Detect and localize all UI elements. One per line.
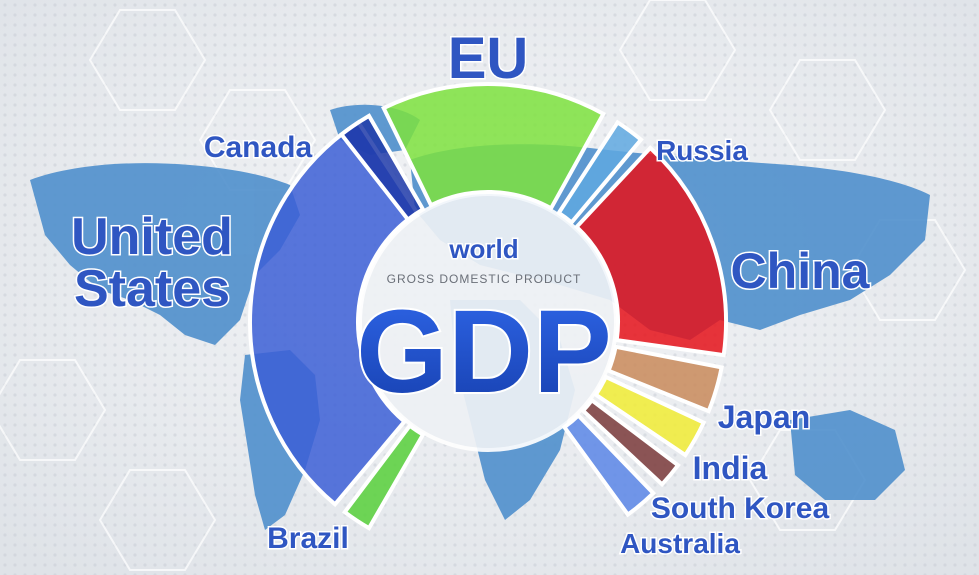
gdp-segments [248, 82, 728, 531]
label-japan: Japan [718, 399, 810, 435]
center-gdp-text: GDP [356, 286, 612, 418]
country-labels: United States EU Canada Russia China Japan Indi… [70, 25, 873, 561]
center-subtitle: GROSS DOMESTIC PRODUCT [387, 272, 582, 286]
label-china: China [731, 243, 871, 299]
label-south-korea: South Korea [651, 492, 830, 525]
label-eu: EU [448, 26, 529, 91]
label-russia: Russia [656, 135, 748, 166]
center-world-text: world [448, 234, 518, 264]
label-united-states: United States [71, 208, 233, 318]
center-disc [358, 192, 618, 452]
label-brazil: Brazil [267, 522, 349, 555]
label-india: India [693, 450, 768, 486]
label-canada: Canada [204, 131, 313, 164]
label-australia: Australia [620, 528, 740, 559]
